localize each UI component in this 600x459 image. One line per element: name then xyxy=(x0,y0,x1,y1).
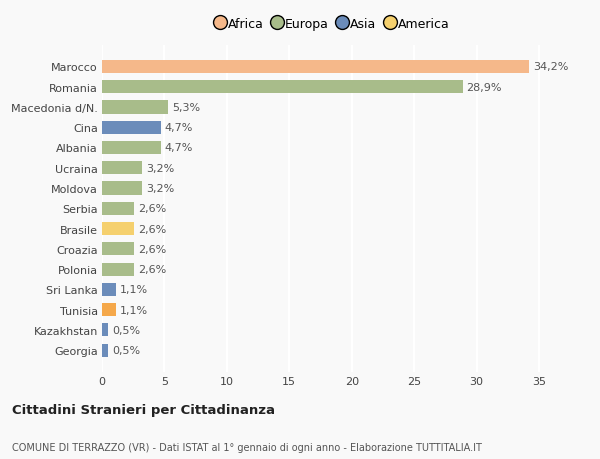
Bar xyxy=(102,223,134,235)
Text: 0,5%: 0,5% xyxy=(112,325,140,335)
Bar xyxy=(102,303,116,317)
Text: 2,6%: 2,6% xyxy=(138,264,166,274)
Text: 4,7%: 4,7% xyxy=(164,143,193,153)
Text: 4,7%: 4,7% xyxy=(164,123,193,133)
Text: 3,2%: 3,2% xyxy=(146,184,174,194)
Bar xyxy=(102,243,134,256)
Bar xyxy=(102,121,161,134)
Text: 5,3%: 5,3% xyxy=(172,103,200,113)
Text: 3,2%: 3,2% xyxy=(146,163,174,174)
Text: 1,1%: 1,1% xyxy=(119,305,148,315)
Bar xyxy=(102,344,108,357)
Text: 2,6%: 2,6% xyxy=(138,224,166,234)
Text: 0,5%: 0,5% xyxy=(112,346,140,355)
Bar xyxy=(102,142,161,155)
Bar xyxy=(102,283,116,297)
Bar xyxy=(102,162,142,175)
Bar xyxy=(102,202,134,215)
Text: COMUNE DI TERRAZZO (VR) - Dati ISTAT al 1° gennaio di ogni anno - Elaborazione T: COMUNE DI TERRAZZO (VR) - Dati ISTAT al … xyxy=(12,442,482,452)
Text: Cittadini Stranieri per Cittadinanza: Cittadini Stranieri per Cittadinanza xyxy=(12,403,275,416)
Text: 1,1%: 1,1% xyxy=(119,285,148,295)
Bar xyxy=(102,101,168,114)
Text: 34,2%: 34,2% xyxy=(533,62,568,72)
Text: 2,6%: 2,6% xyxy=(138,244,166,254)
Text: 2,6%: 2,6% xyxy=(138,204,166,214)
Bar xyxy=(102,324,108,337)
Bar xyxy=(102,263,134,276)
Bar xyxy=(102,61,529,74)
Bar xyxy=(102,182,142,195)
Legend: Africa, Europa, Asia, America: Africa, Europa, Asia, America xyxy=(212,13,454,36)
Bar xyxy=(102,81,463,94)
Text: 28,9%: 28,9% xyxy=(467,83,502,93)
